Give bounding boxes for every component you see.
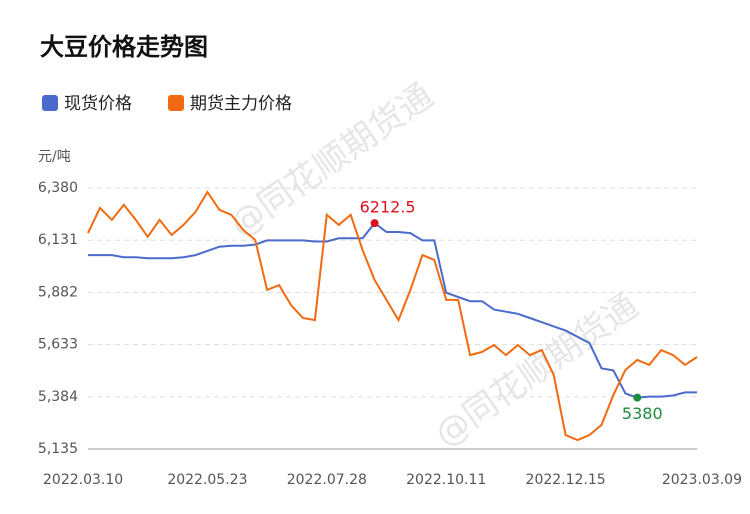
series-line [88,221,697,399]
y-tick-label: 5,384 [38,389,78,405]
y-tick-label: 5,882 [38,284,78,300]
y-unit: 元/吨 [38,149,71,165]
legend-swatch [42,95,58,111]
x-tick-label: 2022.10.11 [406,472,486,488]
x-tick-label: 2022.05.23 [167,472,247,488]
y-tick-label: 5,135 [38,441,78,457]
x-tick-label: 2022.03.10 [43,472,123,488]
annotation-label: 5380 [622,404,663,423]
y-tick-label: 6,131 [38,232,78,248]
series-line [87,190,698,442]
annotation-label: 6212.5 [360,198,416,217]
legend-swatch [168,95,184,111]
annotation-dot [633,393,642,402]
annotation-dot [370,219,379,228]
x-tick-label: 2022.12.15 [526,472,606,488]
x-tick-label: 2023.03.09 [662,472,742,488]
y-tick-label: 6,380 [38,180,78,196]
watermarks: @同花顺期货通 @同花顺期货通 [223,76,646,455]
chart-title: 大豆价格走势图 [40,33,208,61]
legend-label: 现货价格 [64,94,132,114]
legend-label: 期货主力价格 [190,94,292,114]
x-tick-label: 2022.07.28 [287,472,367,488]
y-tick-label: 5,633 [38,337,78,353]
